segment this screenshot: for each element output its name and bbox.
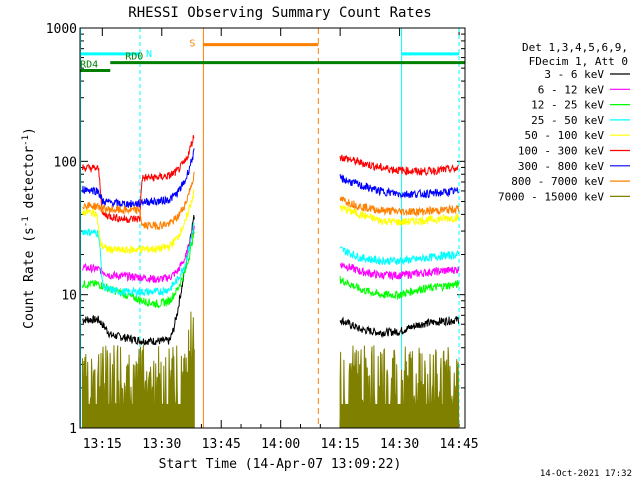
y-axis-label: Count Rate (s-1 detector-1) bbox=[21, 127, 37, 329]
legend: Det 1,3,4,5,6,9,FDecim 1, Att 03 - 6 keV… bbox=[498, 41, 630, 203]
legend-header: Det 1,3,4,5,6,9, bbox=[522, 41, 628, 54]
y-tick-label: 1 bbox=[69, 422, 77, 437]
series-lines bbox=[82, 135, 460, 428]
series-line bbox=[82, 214, 195, 346]
series-line bbox=[339, 262, 460, 281]
series-line bbox=[82, 188, 195, 255]
y-tick-label: 100 bbox=[54, 155, 77, 170]
series-line bbox=[339, 174, 459, 199]
flag-label: S bbox=[189, 39, 195, 50]
series-line bbox=[82, 311, 195, 428]
x-tick-label: 13:15 bbox=[83, 437, 122, 452]
legend-label: 6 - 12 keV bbox=[538, 83, 605, 96]
flag-label: RD4 bbox=[80, 60, 98, 71]
series-line bbox=[339, 154, 459, 177]
chart-title: RHESSI Observing Summary Count Rates bbox=[128, 5, 431, 21]
y-tick-label: 10 bbox=[61, 289, 77, 304]
legend-label: 12 - 25 keV bbox=[531, 99, 604, 112]
flag-label: RD0 bbox=[125, 52, 143, 63]
legend-label: 25 - 50 keV bbox=[531, 114, 604, 127]
legend-label: 50 - 100 keV bbox=[525, 129, 605, 142]
series-line bbox=[339, 276, 460, 301]
axes: 13:15 13:30 13:45 14:00 14:15 14:30 14:45 1 10 10… bbox=[46, 22, 479, 452]
series-line bbox=[339, 205, 460, 227]
x-tick-label: 14:30 bbox=[380, 437, 419, 452]
flag-label: N bbox=[146, 49, 152, 60]
legend-label: 300 - 800 keV bbox=[518, 160, 604, 173]
series-line bbox=[82, 171, 195, 231]
x-tick-label: 13:45 bbox=[202, 437, 241, 452]
y-tick-label: 1000 bbox=[46, 22, 77, 37]
series-line bbox=[339, 246, 460, 266]
x-tick-label: 14:45 bbox=[439, 437, 478, 452]
plot-frame bbox=[79, 27, 466, 429]
legend-label: 100 - 300 keV bbox=[518, 145, 604, 158]
x-tick-label: 14:00 bbox=[261, 437, 300, 452]
series-line bbox=[339, 196, 460, 218]
x-tick-label: 13:30 bbox=[142, 437, 181, 452]
legend-header: FDecim 1, Att 0 bbox=[529, 55, 628, 68]
series-line bbox=[339, 345, 460, 428]
x-axis-label: Start Time (14-Apr-07 13:09:22) bbox=[159, 457, 402, 472]
x-tick-label: 14:15 bbox=[321, 437, 360, 452]
series-line bbox=[82, 222, 195, 298]
legend-label: 800 - 7000 keV bbox=[511, 175, 604, 188]
series-line bbox=[339, 316, 460, 339]
legend-label: 3 - 6 keV bbox=[544, 68, 604, 81]
series-line bbox=[82, 148, 195, 209]
series-line bbox=[82, 230, 195, 309]
legend-label: 7000 - 15000 keV bbox=[498, 190, 604, 203]
footer-timestamp: 14-Oct-2021 17:32 bbox=[540, 469, 632, 479]
